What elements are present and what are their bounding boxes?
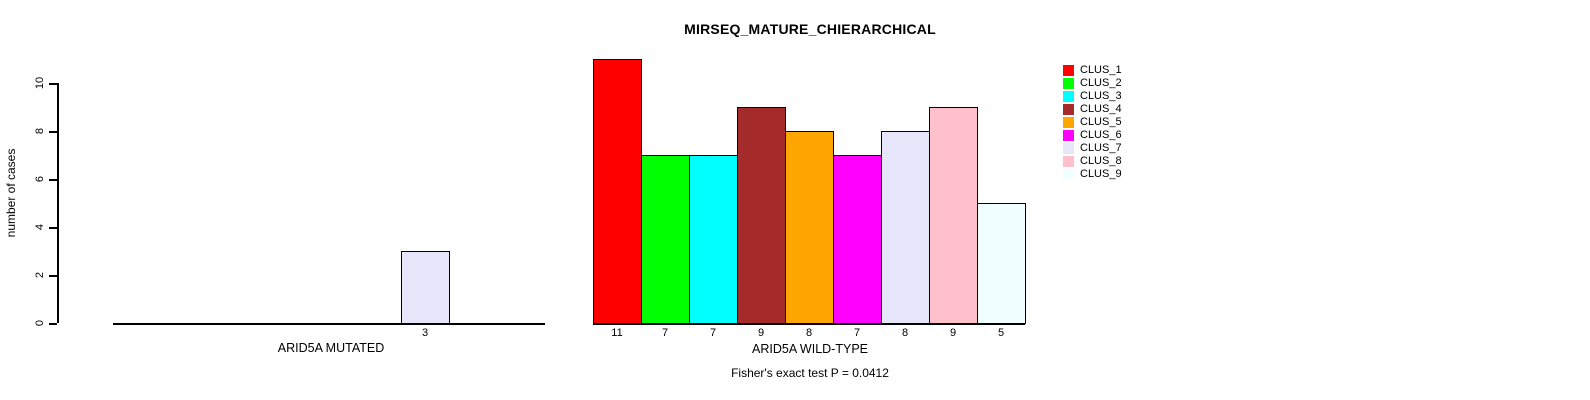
legend-label-clus_2: CLUS_2 [1080,76,1122,89]
y-axis-line [57,83,59,323]
legend-label-clus_4: CLUS_4 [1080,102,1122,115]
y-tick-label-4: 4 [34,223,46,231]
bar-clus_7-panel-0 [401,251,450,324]
bar-value-label-panel-1-7: 9 [949,327,957,339]
bar-clus_6-panel-1 [833,155,882,324]
x-axis-line-panel-0 [113,323,545,325]
bar-clus_3-panel-1 [689,155,738,324]
bar-clus_1-panel-1 [593,59,642,324]
x-axis-label-mutated: ARID5A MUTATED [277,341,385,355]
legend-label-clus_8: CLUS_8 [1080,154,1122,167]
legend-swatch-clus_6 [1063,129,1074,141]
y-tick-label-6: 6 [34,175,46,183]
fisher-test-annotation: Fisher's exact test P = 0.0412 [731,366,889,380]
x-axis-label-wildtype: ARID5A WILD-TYPE [752,342,868,356]
legend-swatch-clus_8 [1063,155,1074,167]
y-tick-8 [49,131,57,133]
legend-label-clus_1: CLUS_1 [1080,63,1122,76]
bar-clus_4-panel-1 [737,107,786,324]
legend-swatch-clus_9 [1063,168,1074,180]
bar-value-label-panel-1-1: 7 [661,327,669,339]
chart-title: MIRSEQ_MATURE_CHIERARCHICAL [684,21,936,37]
y-tick-label-2: 2 [34,271,46,279]
bar-value-label-panel-1-2: 7 [709,327,717,339]
bar-clus_9-panel-1 [977,203,1026,324]
y-tick-2 [49,275,57,277]
legend-swatch-clus_7 [1063,142,1074,154]
legend-label-clus_6: CLUS_6 [1080,128,1122,141]
bar-clus_2-panel-1 [641,155,690,324]
y-axis-title: number of cases [4,148,18,238]
bar-clus_8-panel-1 [929,107,978,324]
bar-value-label-panel-1-0: 11 [611,327,623,339]
y-tick-label-10: 10 [34,76,46,90]
bar-value-label-panel-1-6: 8 [901,327,909,339]
bar-clus_5-panel-1 [785,131,834,324]
y-tick-4 [49,227,57,229]
y-tick-6 [49,179,57,181]
legend-label-clus_7: CLUS_7 [1080,141,1122,154]
y-tick-label-0: 0 [34,319,46,327]
legend-label-clus_5: CLUS_5 [1080,115,1122,128]
bar-value-label-panel-1-4: 8 [805,327,813,339]
bar-value-label-panel-1-5: 7 [853,327,861,339]
y-tick-0 [49,323,57,325]
legend-swatch-clus_3 [1063,90,1074,102]
legend-label-clus_3: CLUS_3 [1080,89,1122,102]
bar-value-label-panel-1-8: 5 [997,327,1005,339]
legend-swatch-clus_4 [1063,103,1074,115]
legend-swatch-clus_1 [1063,64,1074,76]
y-tick-label-8: 8 [34,127,46,135]
legend-swatch-clus_2 [1063,77,1074,89]
bar-value-label-panel-0-6: 3 [421,327,429,339]
y-tick-10 [49,83,57,85]
bar-clus_7-panel-1 [881,131,930,324]
legend-swatch-clus_5 [1063,116,1074,128]
legend-label-clus_9: CLUS_9 [1080,167,1122,180]
bar-value-label-panel-1-3: 9 [757,327,765,339]
